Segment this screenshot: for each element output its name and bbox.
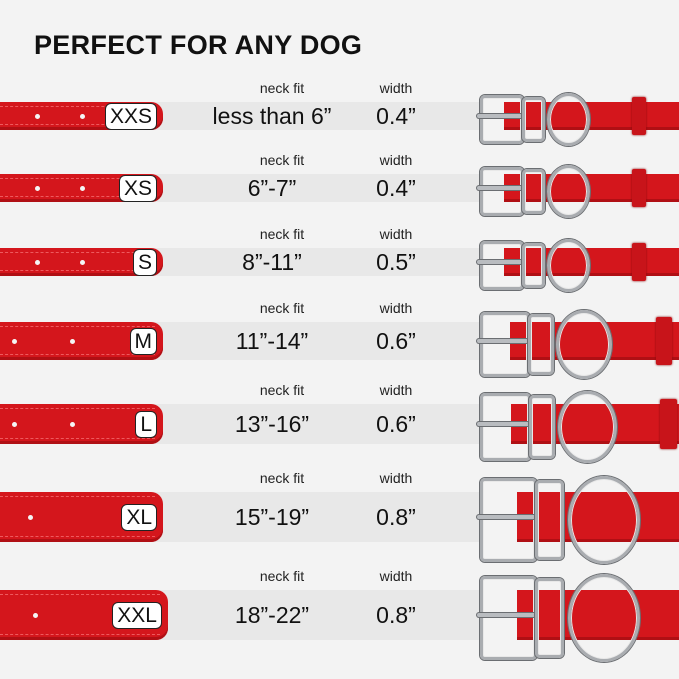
keeper-icon	[535, 480, 564, 560]
buckle-prong	[477, 613, 536, 617]
collar-strap-buckle-side	[504, 102, 679, 130]
keeper-icon	[522, 242, 546, 288]
neck-fit-value: 6”-7”	[247, 175, 297, 201]
keeper-icon	[522, 168, 546, 214]
neck-fit-label: neck fit	[259, 382, 305, 398]
neck-fit-label: neck fit	[259, 226, 305, 242]
width-label: width	[379, 300, 413, 316]
strap-hole	[12, 421, 17, 427]
strap-hole	[70, 338, 75, 344]
neck-fit-value: 13”-16”	[234, 411, 310, 437]
d-ring-icon	[546, 92, 590, 146]
neck-fit-label: neck fit	[259, 80, 305, 96]
buckle-prong	[477, 114, 523, 118]
size-badge: XXS	[104, 103, 157, 130]
strap-hole	[35, 113, 40, 119]
buckle-icon	[480, 240, 524, 290]
buckle-prong	[477, 260, 523, 264]
stitching	[0, 326, 155, 327]
page-title: PERFECT FOR ANY DOG	[34, 30, 363, 60]
strap-hole	[80, 113, 85, 119]
width-label: width	[379, 382, 413, 398]
buckle-prong	[477, 422, 530, 426]
width-label: width	[379, 80, 413, 96]
stitching	[0, 496, 155, 497]
neck-fit-value: 15”-19”	[234, 504, 310, 530]
size-badge: M	[129, 328, 157, 355]
keeper-loop-icon	[632, 169, 646, 207]
width-value: 0.6”	[376, 328, 416, 354]
d-ring-icon	[567, 476, 640, 564]
strap-hole	[80, 185, 85, 191]
stitching	[0, 634, 160, 635]
collar-strap-buckle-side	[504, 248, 679, 276]
width-label: width	[379, 568, 413, 584]
stitching	[0, 536, 155, 537]
size-badge: XS	[118, 175, 157, 202]
strap-hole	[12, 338, 17, 344]
collar-strap-buckle-side	[504, 174, 679, 202]
neck-fit-value: 8”-11”	[242, 249, 302, 275]
size-badge: L	[135, 411, 157, 438]
neck-fit-label: neck fit	[259, 470, 305, 486]
d-ring-icon	[546, 238, 590, 292]
stitching	[0, 408, 155, 409]
buckle-icon	[480, 576, 537, 660]
width-label: width	[379, 152, 413, 168]
stitching	[0, 270, 155, 271]
d-ring-icon	[546, 164, 590, 218]
size-badge: XL	[121, 504, 157, 531]
buckle-prong	[477, 339, 529, 343]
keeper-icon	[522, 96, 546, 142]
stitching	[0, 178, 155, 179]
width-value: 0.6”	[376, 411, 416, 437]
strap-hole	[35, 259, 40, 265]
buckle-prong	[477, 186, 523, 190]
collar-strap-end	[0, 492, 163, 542]
width-label: width	[379, 226, 413, 242]
neck-fit-value: 18”-22”	[234, 602, 310, 628]
d-ring-icon	[558, 391, 617, 463]
width-value: 0.8”	[376, 504, 416, 530]
buckle-icon	[480, 166, 524, 216]
neck-fit-label: neck fit	[259, 152, 305, 168]
width-label: width	[379, 470, 413, 486]
width-value: 0.5”	[376, 249, 416, 275]
size-badge: S	[132, 249, 157, 276]
keeper-icon	[528, 313, 554, 375]
keeper-loop-icon	[656, 317, 673, 365]
buckle-prong	[477, 515, 536, 519]
stitching	[0, 124, 155, 125]
stitching	[0, 594, 160, 595]
strap-hole	[28, 514, 33, 520]
width-value: 0.4”	[376, 103, 416, 129]
strap-hole	[35, 185, 40, 191]
keeper-icon	[529, 395, 556, 459]
buckle-icon	[480, 311, 530, 377]
strap-hole	[70, 421, 75, 427]
keeper-loop-icon	[632, 97, 646, 135]
strap-hole	[33, 612, 38, 618]
stitching	[0, 354, 155, 355]
keeper-loop-icon	[632, 243, 646, 281]
buckle-icon	[480, 94, 524, 144]
width-value: 0.8”	[376, 602, 416, 628]
strap-hole	[80, 259, 85, 265]
buckle-icon	[480, 478, 537, 562]
size-badge: XXL	[112, 602, 162, 629]
stitching	[0, 106, 155, 107]
neck-fit-value: less than 6”	[212, 103, 332, 129]
neck-fit-label: neck fit	[259, 300, 305, 316]
neck-fit-label: neck fit	[259, 568, 305, 584]
d-ring-icon	[567, 574, 640, 662]
width-value: 0.4”	[376, 175, 416, 201]
keeper-icon	[535, 578, 564, 658]
d-ring-icon	[556, 309, 613, 379]
stitching	[0, 252, 155, 253]
stitching	[0, 438, 155, 439]
neck-fit-value: 11”-14”	[235, 328, 309, 354]
buckle-icon	[480, 393, 531, 461]
stitching	[0, 196, 155, 197]
keeper-loop-icon	[660, 399, 677, 449]
